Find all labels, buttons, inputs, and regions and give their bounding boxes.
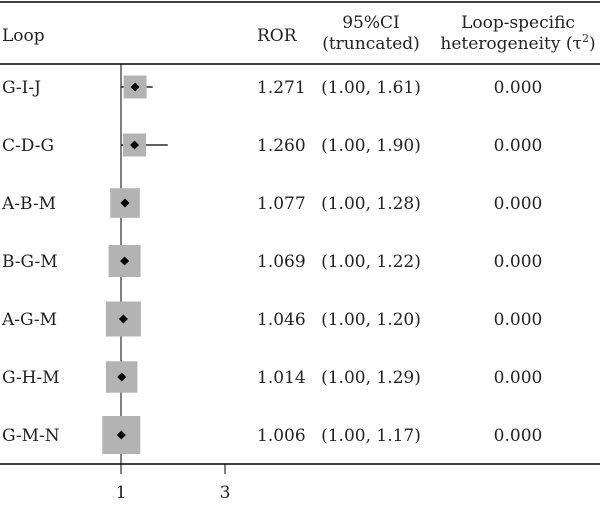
row-tau2-value: 0.000 (494, 426, 543, 446)
row-loop-label: G-M-N (2, 426, 60, 446)
point-estimate-marker (130, 82, 140, 92)
point-estimate-marker (120, 256, 130, 266)
row-ror-value: 1.006 (257, 426, 306, 446)
row-ror-value: 1.271 (257, 78, 306, 98)
row-ci-value: (1.00, 1.61) (321, 78, 421, 98)
row-loop-label: G-I-J (2, 78, 41, 98)
point-estimate-marker (116, 430, 126, 440)
point-estimate-marker (120, 198, 130, 208)
row-tau2-value: 0.000 (494, 78, 543, 98)
row-ci-value: (1.00, 1.90) (321, 136, 421, 156)
row-ci-value: (1.00, 1.29) (321, 368, 421, 388)
row-loop-label: A-G-M (1, 310, 57, 330)
header-ci-line1: 95%CI (342, 13, 400, 33)
row-tau2-value: 0.000 (494, 136, 543, 156)
x-tick-label: 1 (116, 483, 127, 503)
point-estimate-marker (117, 372, 127, 382)
header-loop: Loop (2, 26, 45, 46)
row-ci-value: (1.00, 1.28) (321, 194, 421, 214)
row-tau2-value: 0.000 (494, 310, 543, 330)
row-ror-value: 1.077 (257, 194, 306, 214)
row-tau2-value: 0.000 (494, 368, 543, 388)
header-het-line2: heterogeneity (τ2) (440, 32, 595, 54)
header-het-sup: 2 (582, 32, 589, 45)
row-tau2-value: 0.000 (494, 252, 543, 272)
header-het-line1: Loop-specific (461, 13, 575, 33)
row-loop-label: C-D-G (2, 136, 54, 156)
header-ci-line2: (truncated) (322, 34, 420, 54)
row-ci-value: (1.00, 1.17) (321, 426, 421, 446)
row-tau2-value: 0.000 (494, 194, 543, 214)
x-tick-label: 3 (220, 483, 231, 503)
row-ror-value: 1.046 (257, 310, 306, 330)
row-ror-value: 1.069 (257, 252, 306, 272)
row-loop-label: A-B-M (1, 194, 56, 214)
header-ror: ROR (257, 26, 298, 46)
point-estimate-marker (130, 140, 140, 150)
header-het-close: ) (589, 34, 596, 54)
header-het-text: heterogeneity (τ (440, 34, 582, 54)
row-ci-value: (1.00, 1.22) (321, 252, 421, 272)
rows-group: G-I-J 1.271 (1.00, 1.61) 0.000 C-D-G 1.260 (1.… (1, 75, 543, 454)
point-estimate-marker (118, 314, 128, 324)
row-ror-value: 1.014 (257, 368, 306, 388)
row-ci-value: (1.00, 1.20) (321, 310, 421, 330)
row-loop-label: B-G-M (2, 252, 58, 272)
row-ror-value: 1.260 (257, 136, 306, 156)
row-loop-label: G-H-M (2, 368, 60, 388)
